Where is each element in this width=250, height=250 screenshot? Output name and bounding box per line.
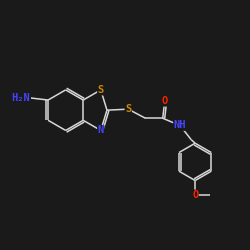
Text: S: S (98, 85, 104, 95)
Text: O: O (162, 96, 168, 106)
Text: H₂N: H₂N (12, 93, 30, 103)
Text: O: O (192, 190, 198, 200)
Text: N: N (98, 126, 104, 136)
Text: S: S (125, 104, 131, 114)
Text: NH: NH (174, 120, 186, 130)
